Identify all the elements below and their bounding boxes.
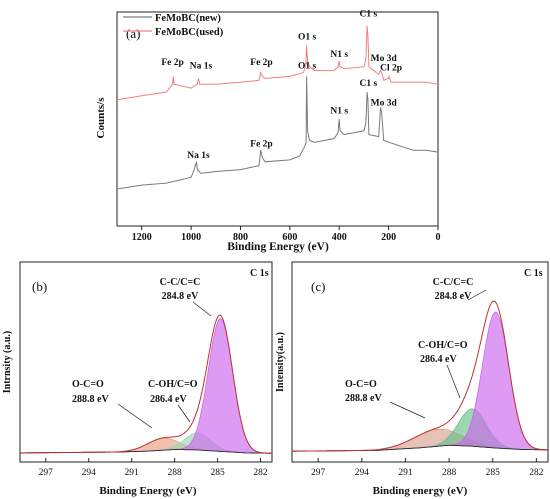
peak-annotation: O1 s — [298, 62, 317, 72]
c-ann-ccc-ev: 284.8 eV — [435, 291, 472, 302]
peak-annotation: C1 s — [360, 9, 378, 19]
peak-annotation: O1 s — [298, 33, 317, 43]
panel-c-y-label: Intensity(a.u.) — [275, 332, 286, 392]
x-tick-label: 288 — [442, 468, 457, 478]
panel-c-plot-area — [292, 300, 548, 452]
x-tick-label: 200 — [381, 232, 396, 243]
panel-c-annotations: C-C/C=C 284.8 eV C-OH/C=O 286.4 eV O-C=O… — [345, 277, 487, 419]
peak-annotation: Fe 2p — [250, 58, 272, 68]
panel-b-frame — [19, 261, 273, 463]
peak-annotation: N1 s — [330, 106, 348, 116]
peak-ccc-fill — [292, 311, 548, 452]
c-ann-oco-ev: 288.8 eV — [345, 393, 382, 404]
panel-b-x-ticks: 297 294 291 288 285 282 — [39, 458, 268, 478]
x-tick-label: 800 — [233, 232, 248, 243]
c-ann-coh-ev: 286.4 eV — [420, 354, 457, 365]
peak-annotation: Mo 3d — [371, 54, 398, 64]
x-tick-label: 294 — [355, 468, 370, 478]
c-ann-oco: O-C=O — [345, 379, 377, 390]
b-ann-oco: O-C=O — [72, 379, 104, 390]
b-arrow-ccc — [192, 301, 212, 317]
x-tick-label: 297 — [39, 468, 54, 478]
b-ann-coh: C-OH/C=O — [148, 379, 198, 390]
panel-b-label: (b) — [32, 279, 47, 294]
x-tick-label: 285 — [486, 468, 501, 478]
x-tick-label: 294 — [82, 468, 97, 478]
x-tick-label: 400 — [332, 232, 347, 243]
peak-annotation: Na 1s — [187, 151, 210, 161]
legend-label-new: FeMoBC(new) — [155, 13, 221, 24]
x-tick-label: 297 — [311, 468, 326, 478]
panel-c-corner-label: C 1s — [524, 268, 543, 279]
peak-annotation: Na 1s — [190, 62, 213, 72]
c-arrow-ccc — [467, 289, 487, 301]
x-tick-label: 1200 — [132, 232, 152, 243]
x-tick-label: 600 — [282, 232, 297, 243]
panel-a-x-label: Binding Energy (eV) — [227, 241, 329, 253]
panel-b: (b) C 1s 297 294 291 288 285 282 Intrnsity (a… — [2, 261, 273, 497]
panel-c: (c) C 1s 297 294 291 288 285 282 Intensity(a.… — [275, 261, 549, 497]
panel-a-y-label: Counts/s — [95, 97, 107, 139]
b-arrow-coh — [177, 404, 191, 423]
b-ann-ccc: C-C/C=C — [160, 277, 201, 288]
legend-label-used: FeMoBC(used) — [155, 27, 224, 38]
peak-annotation: Cl 2p — [380, 64, 402, 74]
series-line-used — [116, 25, 439, 101]
b-ann-coh-ev: 286.4 eV — [150, 394, 187, 405]
panel-c-label: (c) — [311, 279, 325, 294]
panel-a-frame — [116, 11, 439, 227]
series-line-new — [116, 76, 439, 190]
x-tick-label: 291 — [398, 468, 413, 478]
b-ann-oco-ev: 288.8 eV — [72, 394, 109, 405]
c-ann-coh: C-OH/C=O — [418, 340, 468, 351]
panel-a-x-ticks: 1200 1000 800 600 400 200 0 — [132, 226, 441, 243]
peak-annotation: Mo 3d — [371, 99, 398, 109]
x-tick-label: 288 — [168, 468, 183, 478]
panel-b-x-label: Binding Energy (eV) — [99, 485, 197, 497]
x-tick-label: 0 — [436, 232, 441, 243]
x-tick-label: 282 — [529, 468, 544, 478]
c-arrow-oco — [389, 401, 426, 419]
panel-b-annotations: C-C/C=C 284.8 eV C-OH/C=O 286.4 eV O-C=O… — [72, 277, 212, 429]
peak-annotation: Fe 2p — [161, 58, 183, 68]
panel-c-x-label: Binding energy (eV) — [373, 485, 468, 497]
peak-annotation: Fe 2p — [250, 139, 272, 149]
b-ann-ccc-ev: 284.8 eV — [162, 291, 199, 302]
peak-ccc-fill — [20, 318, 272, 454]
x-tick-label: 282 — [253, 468, 268, 478]
peak-annotation: N1 s — [330, 50, 348, 60]
panel-a-label: (a) — [126, 26, 140, 41]
panel-b-corner-label: C 1s — [250, 268, 269, 279]
c-ann-ccc: C-C/C=C — [433, 277, 474, 288]
b-arrow-oco — [117, 403, 153, 429]
panel-c-frame — [291, 261, 549, 463]
x-tick-label: 1000 — [181, 232, 201, 243]
panel-b-y-label: Intrnsity (a.u.) — [2, 331, 13, 394]
envelope-line — [292, 300, 548, 452]
peak-annotation: C1 s — [360, 79, 378, 89]
panel-c-x-ticks: 297 294 291 288 285 282 — [311, 458, 544, 478]
c-arrow-coh — [446, 364, 461, 399]
x-tick-label: 291 — [125, 468, 140, 478]
envelope-line — [20, 314, 272, 454]
x-tick-label: 285 — [210, 468, 225, 478]
panel-b-plot-area — [20, 314, 272, 454]
